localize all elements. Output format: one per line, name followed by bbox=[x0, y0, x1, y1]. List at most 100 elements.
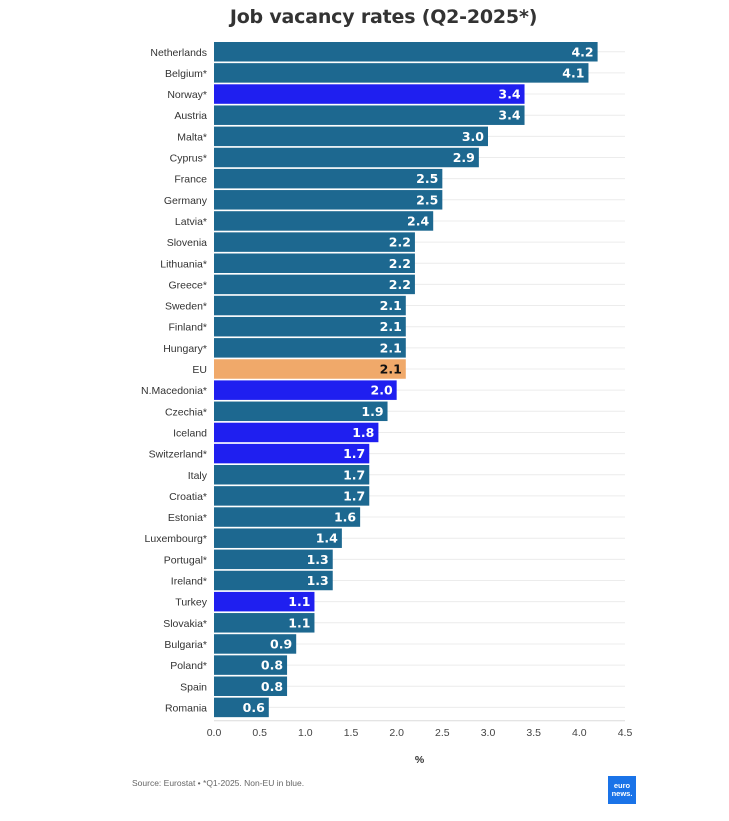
source-note: Source: Eurostat • *Q1-2025. Non-EU in b… bbox=[132, 778, 305, 788]
bar-spain bbox=[214, 676, 288, 696]
category-label: Turkey bbox=[175, 597, 207, 609]
bar-greece bbox=[214, 274, 415, 295]
data-label: 1.7 bbox=[343, 467, 365, 482]
data-label: 1.9 bbox=[361, 404, 383, 419]
bar-estonia bbox=[214, 507, 361, 527]
bar-nmacedonia bbox=[214, 380, 397, 400]
data-label: 2.2 bbox=[389, 235, 411, 250]
x-tick-label: 4.0 bbox=[572, 727, 587, 739]
data-label: 3.0 bbox=[462, 129, 484, 144]
bar-cyprus bbox=[214, 147, 479, 168]
bar-turkey bbox=[214, 591, 315, 612]
data-label: 1.1 bbox=[288, 594, 310, 609]
category-label: Romania bbox=[165, 702, 207, 714]
logo-text-news: news. bbox=[611, 789, 633, 798]
bar-germany bbox=[214, 190, 443, 210]
data-label: 1.1 bbox=[288, 615, 310, 630]
data-label: 2.2 bbox=[389, 256, 411, 271]
bar-bulgaria bbox=[214, 634, 297, 654]
bar-ireland bbox=[214, 570, 333, 591]
data-label: 1.3 bbox=[307, 552, 329, 567]
category-label: Iceland bbox=[173, 427, 207, 439]
data-label: 1.4 bbox=[316, 531, 338, 546]
euronews-logo: euro news. bbox=[608, 776, 636, 804]
bar-poland bbox=[214, 655, 288, 675]
x-tick-label: 3.0 bbox=[481, 727, 496, 739]
category-label: Ireland* bbox=[171, 576, 207, 588]
x-tick-label: 0.0 bbox=[207, 727, 222, 739]
bar-norway bbox=[214, 84, 525, 104]
category-label: France bbox=[174, 174, 207, 186]
data-label: 1.7 bbox=[343, 446, 365, 461]
category-label: Norway* bbox=[167, 89, 207, 101]
bar-croatia bbox=[214, 486, 370, 506]
category-label: EU bbox=[192, 364, 207, 376]
category-label: Hungary* bbox=[163, 343, 207, 355]
bar-hungary bbox=[214, 338, 406, 358]
data-label: 1.6 bbox=[334, 510, 356, 525]
category-label: Austria bbox=[174, 110, 207, 122]
category-label: Germany bbox=[164, 195, 208, 207]
x-tick-label: 1.0 bbox=[298, 727, 313, 739]
category-label: Finland* bbox=[168, 322, 207, 334]
bar-finland bbox=[214, 316, 406, 337]
logo-text-euro: euro bbox=[613, 781, 631, 790]
category-label: Estonia* bbox=[168, 512, 207, 524]
data-label: 0.9 bbox=[270, 636, 292, 651]
category-label: Slovenia bbox=[167, 237, 207, 249]
bar-slovakia bbox=[214, 613, 315, 633]
category-label: Croatia* bbox=[169, 491, 207, 503]
data-label: 2.9 bbox=[453, 150, 475, 165]
data-label: 2.4 bbox=[407, 213, 429, 228]
category-label: Luxembourg* bbox=[145, 533, 207, 545]
category-label: Spain bbox=[180, 681, 207, 693]
bar-eu bbox=[214, 359, 406, 379]
category-label: Latvia* bbox=[175, 216, 207, 228]
data-label: 2.5 bbox=[416, 192, 438, 207]
data-label: 3.4 bbox=[498, 87, 520, 102]
bar-latvia bbox=[214, 211, 434, 231]
data-label: 3.4 bbox=[498, 108, 520, 123]
bar-austria bbox=[214, 105, 525, 125]
data-label: 1.8 bbox=[352, 425, 374, 440]
data-label: 2.5 bbox=[416, 171, 438, 186]
bar-netherlands bbox=[214, 42, 598, 62]
bar-romania bbox=[214, 697, 269, 718]
bar-iceland bbox=[214, 422, 379, 443]
bar-switzerland bbox=[214, 443, 370, 464]
category-label: Belgium* bbox=[165, 68, 207, 80]
category-label: N.Macedonia* bbox=[141, 385, 207, 397]
bar-czechia bbox=[214, 401, 388, 422]
chart-title: Job vacancy rates (Q2-2025*) bbox=[229, 6, 538, 28]
category-label: Portugal* bbox=[164, 554, 207, 566]
category-label: Malta* bbox=[177, 131, 207, 143]
category-label: Greece* bbox=[168, 279, 207, 291]
bar-italy bbox=[214, 465, 370, 485]
category-label: Czechia* bbox=[165, 406, 207, 418]
x-tick-label: 1.5 bbox=[344, 727, 359, 739]
data-label: 2.1 bbox=[380, 319, 402, 334]
data-label: 2.1 bbox=[380, 362, 402, 377]
bar-france bbox=[214, 168, 443, 189]
data-label: 1.3 bbox=[307, 573, 329, 588]
x-axis-title: % bbox=[415, 754, 425, 766]
data-label: 2.0 bbox=[371, 383, 393, 398]
category-label: Poland* bbox=[170, 660, 207, 672]
data-label: 0.8 bbox=[261, 679, 283, 694]
bar-portugal bbox=[214, 549, 333, 570]
category-label: Slovakia* bbox=[163, 618, 207, 630]
data-label: 4.1 bbox=[562, 65, 584, 80]
bar-slovenia bbox=[214, 232, 415, 252]
category-label: Bulgaria* bbox=[164, 639, 207, 651]
category-label: Sweden* bbox=[165, 301, 207, 313]
data-label: 4.2 bbox=[571, 44, 593, 59]
data-label: 2.1 bbox=[380, 298, 402, 313]
x-tick-label: 3.5 bbox=[526, 727, 541, 739]
category-label: Switzerland* bbox=[149, 449, 207, 461]
data-label: 0.6 bbox=[243, 700, 265, 715]
category-label: Netherlands bbox=[150, 47, 207, 59]
category-label: Italy bbox=[188, 470, 208, 482]
data-label: 2.1 bbox=[380, 340, 402, 355]
x-tick-label: 2.0 bbox=[389, 727, 404, 739]
